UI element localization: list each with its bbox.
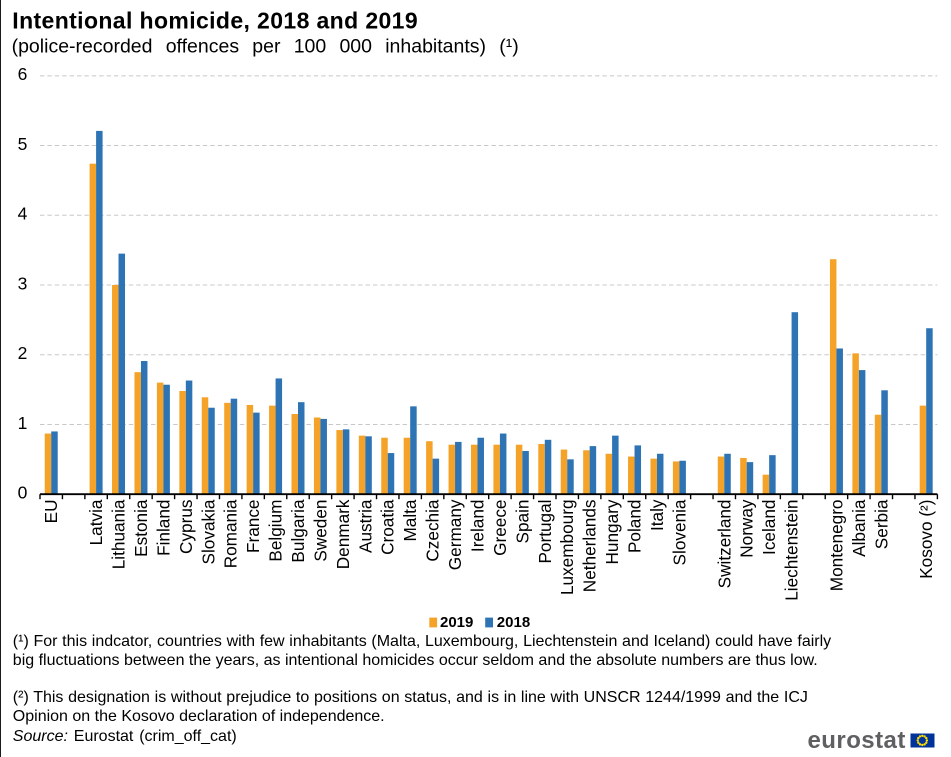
svg-text:Cyprus: Cyprus <box>176 500 196 554</box>
svg-text:4: 4 <box>18 204 28 224</box>
svg-text:Netherlands: Netherlands <box>580 500 600 593</box>
svg-text:Sweden: Sweden <box>310 500 330 562</box>
svg-text:Intentional homicide, 2018 and: Intentional homicide, 2018 and 2019 <box>12 7 418 33</box>
svg-text:Germany: Germany <box>445 499 465 570</box>
svg-text:Slovakia: Slovakia <box>198 499 218 564</box>
svg-text:Belgium: Belgium <box>266 500 286 562</box>
svg-text:Portugal: Portugal <box>535 500 555 564</box>
svg-text:2019: 2019 <box>440 614 473 631</box>
svg-text:5: 5 <box>18 134 28 154</box>
svg-text:Estonia: Estonia <box>131 499 151 557</box>
svg-text:1: 1 <box>18 413 28 433</box>
svg-text:eurostat: eurostat <box>808 727 906 754</box>
svg-text:EU: EU <box>41 500 61 524</box>
svg-text:Greece: Greece <box>490 500 510 556</box>
svg-text:Luxembourg: Luxembourg <box>557 500 577 596</box>
svg-text:Latvia: Latvia <box>86 499 106 545</box>
svg-text:2: 2 <box>18 343 28 363</box>
svg-text:Austria: Austria <box>355 499 375 553</box>
svg-text:Iceland: Iceland <box>759 500 779 555</box>
svg-text:3: 3 <box>18 273 28 293</box>
svg-text:Bulgaria: Bulgaria <box>288 499 308 563</box>
svg-text:Poland: Poland <box>625 500 645 554</box>
svg-text:Norway: Norway <box>737 499 757 558</box>
svg-text:Malta: Malta <box>400 499 420 541</box>
svg-text:Switzerland: Switzerland <box>714 500 734 589</box>
svg-text:(police-recorded offences per: (police-recorded offences per 100 000 in… <box>12 35 519 57</box>
svg-text:Liechtenstein: Liechtenstein <box>782 500 802 601</box>
svg-text:Slovenia: Slovenia <box>669 499 689 565</box>
svg-text:Lithuania: Lithuania <box>109 499 129 569</box>
svg-text:Serbia: Serbia <box>871 499 891 549</box>
svg-text:Denmark: Denmark <box>333 499 353 569</box>
svg-text:Montenegro: Montenegro <box>826 500 846 592</box>
svg-text:Kosovo (²): Kosovo (²) <box>916 500 936 579</box>
svg-text:France: France <box>243 500 263 554</box>
svg-text:Italy: Italy <box>647 499 667 531</box>
svg-text:Albania: Albania <box>849 499 869 557</box>
svg-text:Finland: Finland <box>153 500 173 556</box>
svg-text:Croatia: Croatia <box>378 499 398 555</box>
svg-text:2018: 2018 <box>497 614 530 631</box>
svg-text:Czechia: Czechia <box>423 499 443 562</box>
svg-text:Hungary: Hungary <box>602 499 622 564</box>
svg-text:Ireland: Ireland <box>467 499 487 552</box>
svg-text:0: 0 <box>18 483 28 503</box>
svg-text:6: 6 <box>18 64 28 84</box>
svg-text:Spain: Spain <box>512 500 532 544</box>
svg-text:Romania: Romania <box>221 499 241 568</box>
